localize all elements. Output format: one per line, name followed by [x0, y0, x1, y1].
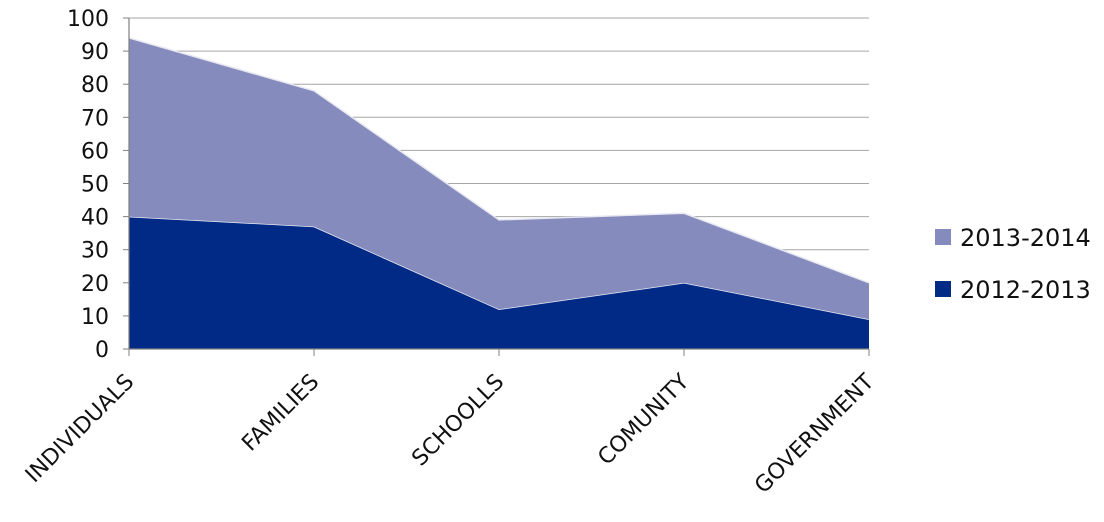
- legend-label: 2012-2013: [960, 276, 1091, 304]
- y-tick-label: 80: [81, 73, 109, 98]
- y-tick-label: 30: [81, 239, 109, 264]
- x-axis-ticks: INDIVIDUALS FAMILIES SCHOOLLS COMUNITY GOVER…: [21, 349, 880, 499]
- x-tick-label: FAMILIES: [237, 370, 324, 457]
- y-tick-label: 0: [95, 338, 109, 363]
- y-axis-ticks: 0 10 20 30 40 50 60 70 80 90 100: [67, 7, 129, 363]
- legend-swatch: [935, 281, 951, 297]
- x-tick-label: INDIVIDUALS: [21, 370, 139, 488]
- x-tick-label: SCHOOLLS: [407, 370, 509, 472]
- legend-swatch: [935, 229, 951, 245]
- y-tick-label: 20: [81, 272, 109, 297]
- y-tick-label: 40: [81, 206, 109, 231]
- area-edge-2013-2014: [128, 37, 870, 284]
- y-tick-label: 90: [81, 40, 109, 65]
- x-tick-label: COMUNITY: [593, 369, 694, 470]
- area-series-2013-2014: [129, 37, 869, 320]
- y-tick-label: 50: [81, 173, 109, 198]
- y-tick-label: 10: [81, 305, 109, 330]
- x-tick-label: GOVERNMENT: [750, 369, 879, 498]
- legend: 2013-2014 2012-2013: [935, 224, 1091, 304]
- y-tick-label: 70: [81, 106, 109, 131]
- plot-areas: [128, 37, 870, 349]
- y-tick-label: 100: [67, 7, 109, 32]
- area-series-2012-2013: [129, 216, 869, 349]
- y-tick-label: 60: [81, 139, 109, 164]
- legend-label: 2013-2014: [960, 224, 1091, 252]
